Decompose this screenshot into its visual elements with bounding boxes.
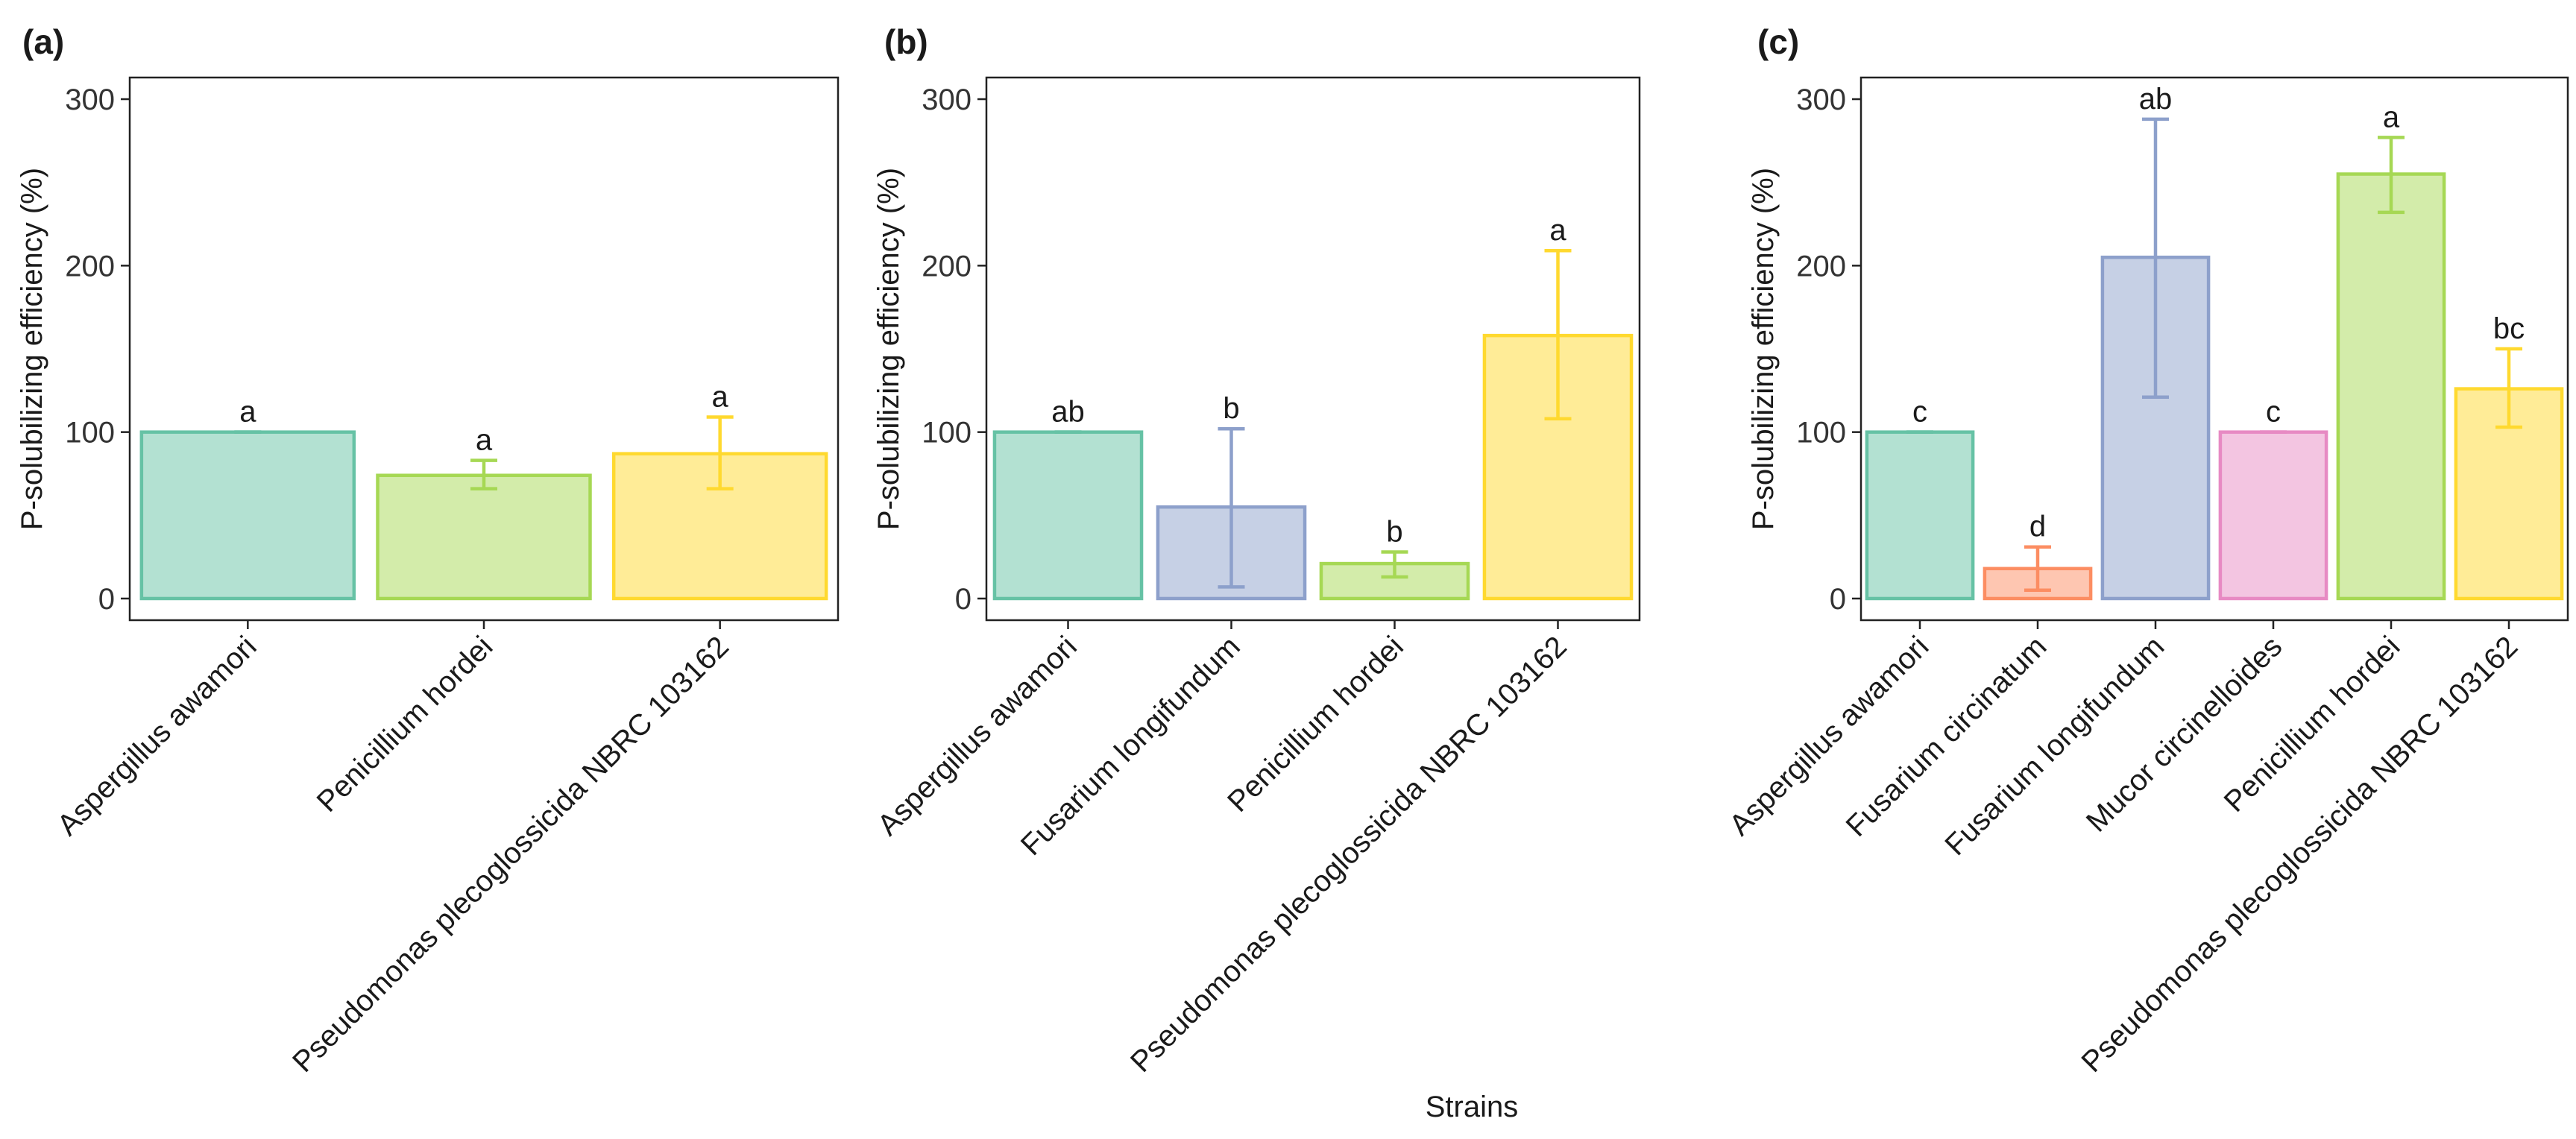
significance-label: a: [476, 424, 493, 457]
y-tick-label: 300: [1796, 83, 1846, 116]
significance-label: a: [2383, 101, 2400, 133]
category-label: Pseudomonas plecoglossicida NBRC 103162: [286, 630, 735, 1079]
bar: [1865, 430, 1975, 601]
y-tick-label: 100: [1796, 417, 1846, 449]
bar: [2218, 430, 2328, 601]
significance-label: ab: [1051, 396, 1085, 429]
panel-label: (b): [884, 22, 928, 61]
panel-c: (c) P-solubilizing efficiency (%) 0 100 200 3…: [1723, 22, 2569, 1079]
y-tick-label: 300: [922, 83, 971, 116]
y-tick-label: 100: [922, 417, 971, 449]
significance-label: d: [2029, 511, 2046, 543]
panel-a: (a) P-solubilizing efficiency (%) 0 100 200 3…: [16, 22, 840, 1079]
plot-frame: [128, 76, 840, 622]
category-label: Aspergillus awamori: [51, 630, 262, 842]
category-label: Pseudomonas plecoglossicida NBRC 103162: [2076, 630, 2525, 1079]
plot-frame: [1859, 76, 2569, 622]
bar: [376, 473, 592, 601]
y-tick-label: 0: [955, 583, 971, 616]
bar: [2336, 172, 2446, 601]
y-tick-label: 0: [98, 583, 115, 616]
significance-label: a: [712, 381, 729, 414]
bar: [139, 430, 356, 601]
bar: [992, 430, 1144, 601]
significance-label: a: [1549, 214, 1566, 247]
x-axis-title: Strains: [1426, 1091, 1519, 1123]
significance-label: a: [239, 396, 256, 429]
y-axis-title: P-solubilizing efficiency (%): [872, 168, 905, 530]
category-label: Fusarium longifundum: [1939, 630, 2170, 862]
category-label: Penicillium hordei: [311, 630, 500, 818]
category-label: Mucor circinelloides: [2080, 630, 2288, 838]
y-tick-label: 200: [65, 250, 115, 283]
significance-label: b: [1223, 392, 1239, 425]
category-label: Penicillium hordei: [1221, 630, 1410, 818]
significance-label: bc: [2493, 312, 2525, 345]
y-tick-label: 200: [922, 250, 971, 283]
y-axis-title: P-solubilizing efficiency (%): [1747, 168, 1780, 530]
y-tick-label: 300: [65, 83, 115, 116]
y-tick-label: 200: [1796, 250, 1846, 283]
significance-label: c: [2266, 396, 2281, 429]
category-label: Aspergillus awamori: [1723, 630, 1935, 842]
panel-b: (b) P-solubilizing efficiency (%) 0 100 200 3…: [872, 22, 1641, 1079]
y-axis-title: P-solubilizing efficiency (%): [16, 168, 48, 530]
panel-label: (a): [22, 22, 64, 61]
y-tick-label: 0: [1830, 583, 1846, 616]
plot-frame: [985, 76, 1641, 622]
significance-label: c: [1912, 396, 1927, 429]
significance-label: ab: [2139, 83, 2173, 116]
panel-label: (c): [1757, 22, 1799, 61]
category-label: Fusarium circinatum: [1840, 630, 2053, 843]
y-tick-label: 100: [65, 417, 115, 449]
significance-label: b: [1386, 515, 1402, 548]
